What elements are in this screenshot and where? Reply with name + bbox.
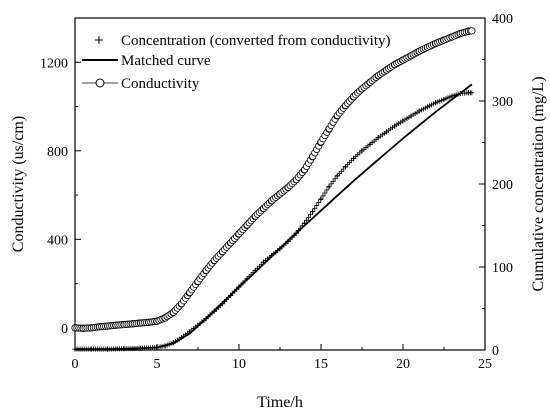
x-tick-label: 15: [314, 357, 328, 372]
legend-label: Concentration (converted from conductivi…: [121, 33, 391, 49]
conductivity-point: [468, 27, 476, 35]
concentration-point: [316, 199, 322, 205]
legend: Concentration (converted from conductivi…: [82, 33, 391, 92]
y-left-tick-label: 400: [47, 233, 68, 248]
x-tick-label: 5: [154, 357, 161, 372]
y-right-tick-label: 0: [492, 344, 499, 359]
concentration-point: [328, 181, 334, 187]
concentration-point: [304, 217, 310, 223]
concentration-point: [330, 178, 336, 184]
legend-item: Matched curve: [82, 53, 211, 69]
concentration-point: [314, 202, 320, 208]
series-circle: [71, 27, 476, 332]
matched-curve-line: [75, 83, 473, 351]
x-tick-label: 0: [72, 357, 79, 372]
y-axis-left-label: Conductivity (us/cm): [10, 116, 27, 252]
legend-circle-marker: [95, 78, 105, 88]
legend-label: Conductivity: [121, 76, 200, 92]
legend-item: Concentration (converted from conductivi…: [95, 33, 391, 49]
series-line: [75, 83, 473, 351]
concentration-point: [312, 205, 318, 211]
plot-area: [71, 27, 476, 352]
x-tick-label: 20: [396, 357, 410, 372]
y-right-tick-label: 400: [492, 12, 513, 27]
concentration-point: [326, 183, 332, 189]
y-left-tick-label: 1200: [40, 56, 68, 71]
y-right-tick-label: 100: [492, 261, 513, 276]
x-axis-label: Time/h: [257, 394, 303, 411]
concentration-point: [332, 176, 338, 182]
legend-label: Matched curve: [121, 53, 211, 69]
y-left-tick-label: 0: [61, 322, 68, 337]
x-tick-label: 25: [478, 357, 492, 372]
y-left-tick-label: 800: [47, 145, 68, 160]
legend-item: Conductivity: [82, 76, 200, 92]
concentration-point: [469, 90, 475, 96]
x-tick-label: 10: [232, 357, 246, 372]
legend-plus-marker: [95, 36, 103, 44]
concentration-point: [306, 214, 312, 220]
y-right-tick-label: 300: [492, 95, 513, 110]
concentration-point: [310, 208, 316, 214]
concentration-point: [322, 190, 328, 196]
y-right-tick-label: 200: [492, 178, 513, 193]
concentration-point: [318, 196, 324, 202]
concentration-point: [308, 212, 314, 218]
concentration-point: [320, 193, 326, 199]
concentration-point: [324, 187, 330, 193]
y-axis-right-label: Cumulative concentration (mg/L): [530, 76, 547, 291]
